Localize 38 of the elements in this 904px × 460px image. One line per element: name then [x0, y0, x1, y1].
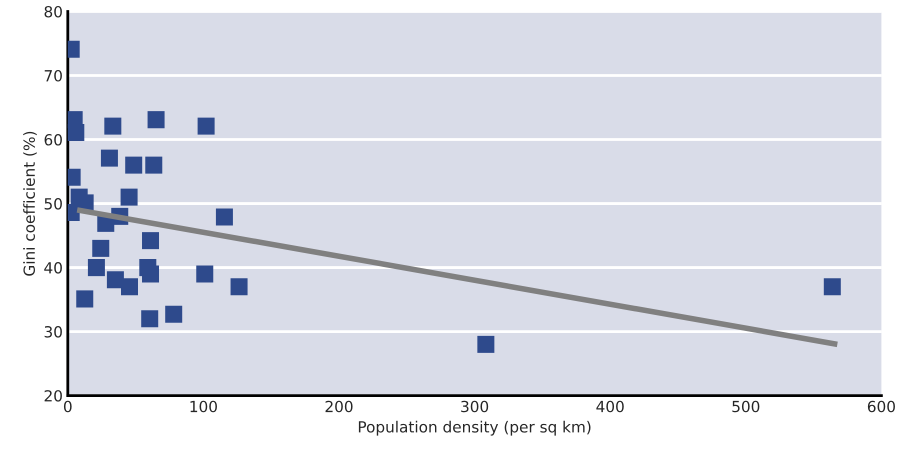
y-axis-title: Gini coefficient (%) — [23, 132, 37, 276]
point — [148, 111, 165, 128]
x-tick-label: 100 — [190, 400, 217, 412]
x-tick-label: 0 — [64, 400, 72, 412]
point — [106, 271, 124, 288]
y-tick-label: 80 — [44, 6, 62, 18]
point — [104, 118, 122, 135]
y-tick-label: 50 — [44, 198, 62, 210]
point — [92, 240, 110, 257]
x-tick-label: 400 — [596, 400, 624, 412]
point — [145, 156, 162, 174]
point — [198, 118, 215, 135]
point — [125, 156, 142, 174]
point — [120, 188, 138, 206]
point — [76, 290, 94, 308]
point — [216, 208, 233, 226]
point — [142, 265, 160, 282]
y-tick-label: 60 — [44, 134, 62, 146]
point — [165, 306, 182, 323]
point — [230, 278, 248, 296]
point — [142, 232, 160, 250]
x-tick-label: 600 — [868, 400, 895, 412]
point — [88, 259, 105, 276]
y-tick-label: 30 — [44, 326, 62, 338]
point — [120, 278, 138, 296]
point — [196, 265, 214, 282]
y-tick-label: 70 — [44, 70, 62, 82]
point — [68, 124, 84, 141]
point — [141, 310, 158, 328]
x-tick-label: 300 — [461, 400, 488, 412]
y-tick-label: 20 — [44, 390, 62, 402]
point — [477, 336, 494, 353]
point — [100, 150, 118, 167]
y-tick-label: 40 — [44, 262, 62, 274]
point — [824, 278, 841, 296]
x-tick-label: 200 — [326, 400, 353, 412]
x-tick-label: 500 — [732, 400, 760, 412]
x-axis-title: Population density (per sq km) — [358, 420, 590, 436]
